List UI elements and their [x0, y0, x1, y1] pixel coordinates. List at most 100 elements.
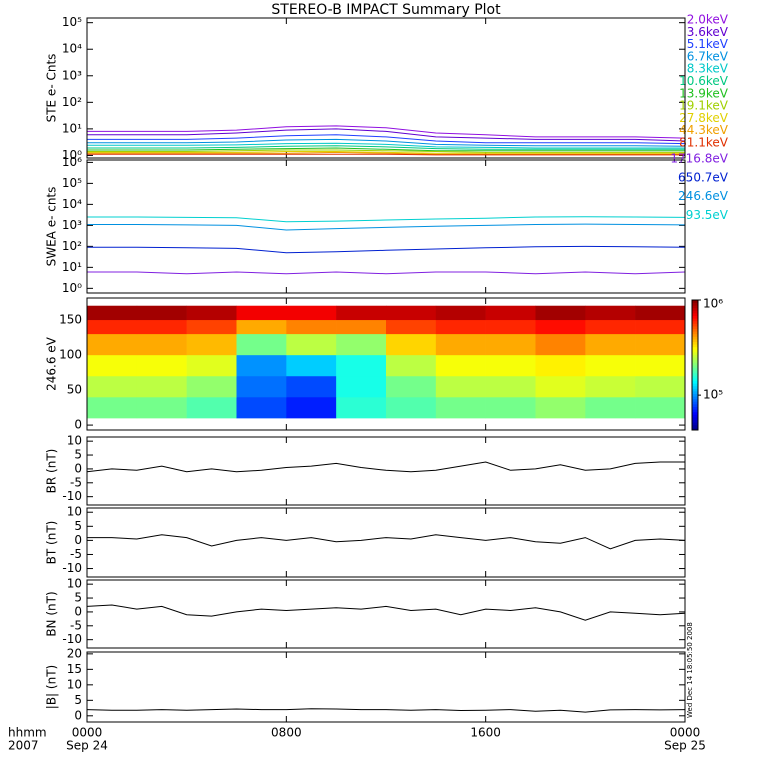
- colorbar-step: [692, 359, 698, 363]
- heat-cell: [435, 375, 486, 398]
- heat-cell: [485, 333, 536, 356]
- colorbar-step: [692, 336, 698, 340]
- colorbar-step: [692, 362, 698, 366]
- colorbar-step: [692, 391, 698, 394]
- x-tick-label: 0800: [271, 726, 302, 740]
- legend-label: 10.6keV: [679, 74, 729, 88]
- heat-cell: [635, 333, 686, 356]
- y-tick-label: 10¹: [62, 121, 82, 135]
- heat-cell: [635, 305, 686, 321]
- heat-cell: [336, 375, 387, 398]
- series-line: [87, 153, 685, 156]
- legend-label: 246.6eV: [678, 189, 729, 203]
- legend-label: 650.7eV: [678, 170, 729, 184]
- heat-cell: [585, 305, 636, 321]
- x-tick-label: 1600: [470, 726, 501, 740]
- series-line: [87, 145, 685, 150]
- legend-label: 8.3keV: [687, 62, 729, 76]
- colorbar-step: [692, 328, 698, 332]
- y-tick-label: 15: [67, 662, 82, 676]
- heat-cell: [485, 354, 536, 377]
- colorbar-step: [692, 310, 698, 314]
- y-tick-label: 20: [67, 646, 82, 660]
- colorbar-step: [692, 307, 698, 311]
- heat-cell: [485, 375, 536, 398]
- heat-cell: [136, 354, 187, 377]
- colorbar-step: [692, 393, 698, 397]
- y-tick-label: 10²: [62, 95, 82, 109]
- heat-cell: [435, 305, 486, 321]
- heat-cell: [635, 375, 686, 398]
- heat-cell: [386, 354, 437, 377]
- y-tick-label: -5: [70, 618, 82, 632]
- series-line: [87, 125, 686, 139]
- heat-cell: [87, 305, 138, 321]
- year-label: 2007: [8, 739, 39, 753]
- heat-cell: [386, 305, 437, 321]
- colorbar-step: [692, 305, 698, 309]
- y-tick-label: 10³: [62, 218, 82, 232]
- colorbar-step: [692, 404, 698, 407]
- legend-label: 1716.8eV: [670, 152, 728, 166]
- x-tick-label: 0000: [72, 726, 103, 740]
- panel-frame: [86, 651, 686, 723]
- heat-cell: [286, 319, 337, 335]
- panel-frame: [86, 579, 686, 649]
- series-line: [86, 461, 685, 473]
- heat-cell: [236, 397, 287, 419]
- y-tick-label: 5: [74, 448, 82, 462]
- y-axis-label: BN (nT): [45, 591, 59, 636]
- colorbar-frame: [691, 299, 699, 431]
- y-tick-label: 10: [67, 577, 82, 591]
- y-tick-label: 10¹: [62, 260, 82, 274]
- heat-cell: [186, 319, 237, 335]
- y-axis-label: STE e- Cnts: [45, 54, 59, 123]
- y-tick-label: 150: [59, 312, 82, 326]
- colorbar-step: [692, 396, 698, 400]
- y-axis-label: |B| (nT): [45, 665, 59, 709]
- y-axis-label: BR (nT): [45, 449, 59, 494]
- heat-cell: [186, 305, 237, 321]
- heat-cell: [435, 354, 486, 377]
- y-axis-label: BT (nT): [45, 521, 59, 565]
- heat-cell: [186, 375, 237, 398]
- heat-cell: [236, 305, 287, 321]
- colorbar-step: [692, 339, 698, 342]
- panel-frame: [86, 507, 686, 578]
- colorbar-step: [692, 414, 698, 418]
- series-line: [87, 134, 686, 145]
- colorbar-step: [692, 424, 698, 428]
- y-tick-label: 50: [67, 382, 82, 396]
- y-tick-label: 10⁵: [62, 15, 82, 29]
- legend-label: 5.1keV: [687, 37, 729, 51]
- colorbar-step: [692, 331, 698, 335]
- legend-label: 2.0keV: [687, 13, 729, 27]
- heat-cell: [485, 397, 536, 419]
- colorbar-step: [692, 419, 698, 423]
- series-line: [87, 142, 685, 149]
- y-tick-label: 10²: [62, 239, 82, 253]
- heat-cell: [336, 354, 387, 377]
- heat-cell: [236, 319, 287, 335]
- heat-cell: [435, 397, 486, 419]
- heat-cell: [136, 305, 187, 321]
- heat-cell: [585, 354, 636, 377]
- y-tick-label: 10⁶: [62, 155, 82, 169]
- heat-cell: [435, 333, 486, 356]
- heat-cell: [386, 333, 437, 356]
- legend-label: 13.9keV: [679, 86, 729, 100]
- date-label: Sep 24: [66, 739, 108, 753]
- colorbar-step: [692, 383, 698, 387]
- series-line: [87, 138, 686, 147]
- legend-label: 81.1keV: [679, 136, 729, 150]
- panel-frame: [86, 297, 686, 431]
- heat-cell: [635, 354, 686, 377]
- heat-cell: [635, 319, 686, 335]
- colorbar-step: [692, 367, 698, 371]
- series-line: [87, 149, 685, 153]
- colorbar-step: [692, 333, 698, 337]
- chart-title: STEREO-B IMPACT Summary Plot: [271, 2, 501, 18]
- colorbar-step: [692, 422, 698, 426]
- y-tick-label: -10: [62, 632, 82, 646]
- heat-cell: [535, 333, 586, 356]
